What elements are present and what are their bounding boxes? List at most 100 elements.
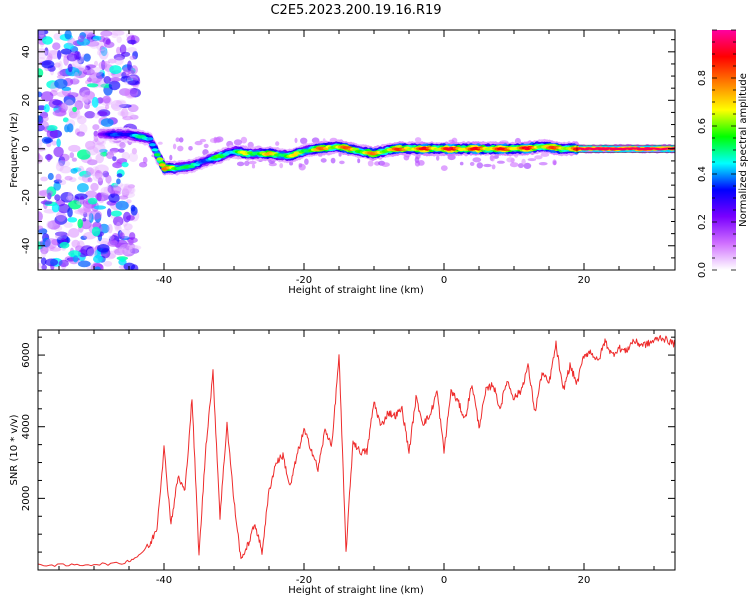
noise-blob: [96, 192, 102, 202]
noise-blob: [55, 211, 67, 222]
noise-blob: [86, 248, 98, 257]
y-tick-label: -20: [21, 189, 32, 205]
noise-blob: [116, 221, 121, 231]
noise-blob: [93, 205, 107, 210]
noise-blob: [93, 131, 99, 143]
noise-blob: [94, 212, 102, 223]
noise-blob: [54, 194, 61, 201]
noise-blob: [38, 115, 44, 125]
noise-blob: [94, 60, 98, 67]
y-tick-label: 6000: [21, 342, 32, 367]
noise-blob: [100, 46, 108, 57]
noise-blob: [77, 260, 91, 268]
noise-blob: [49, 247, 62, 252]
noise-blob: [94, 266, 101, 270]
noise-blob: [109, 147, 120, 153]
noise-blob: [87, 159, 98, 166]
noise-blob: [46, 125, 58, 131]
colorbar: 0.0 0.2 0.4 0.6 0.8 Normalized spectral ampl…: [697, 29, 749, 278]
noise-blob: [66, 53, 78, 62]
noise-blob: [42, 237, 51, 248]
noise-blob: [119, 44, 127, 55]
halo-blob: [233, 139, 242, 146]
noise-blob: [73, 71, 79, 81]
noise-blob: [100, 151, 108, 157]
colorbar-label: Normalized spectral amplitude: [738, 73, 749, 227]
noise-blob: [38, 152, 41, 161]
halo-blob: [279, 163, 284, 169]
noise-blob: [52, 110, 67, 117]
noise-blob: [121, 161, 129, 168]
halo-blob: [490, 155, 495, 162]
noise-blob: [129, 55, 136, 61]
halo-blob: [175, 137, 180, 142]
noise-blob: [38, 211, 43, 222]
noise-blob: [58, 60, 63, 71]
halo-blob: [506, 157, 515, 163]
noise-blob: [116, 99, 126, 105]
noise-blob: [95, 153, 104, 164]
noise-blob: [57, 203, 71, 214]
noise-blob: [129, 248, 140, 254]
noise-blob: [110, 103, 120, 110]
x-tick-label: -20: [296, 275, 312, 286]
noise-blob: [67, 207, 73, 218]
noise-blob: [87, 177, 93, 183]
noise-blob: [118, 244, 133, 255]
noise-blob: [80, 245, 94, 256]
noise-blob: [77, 115, 87, 125]
noise-blob: [114, 57, 124, 65]
noise-blob: [77, 218, 83, 229]
noise-blob: [112, 156, 117, 162]
noise-cloud: [38, 30, 557, 270]
noise-blob: [129, 232, 136, 240]
noise-blob: [84, 111, 96, 119]
snr-y-axis: 2000 4000 6000: [21, 336, 675, 571]
noise-blob: [113, 248, 127, 254]
noise-blob: [102, 95, 111, 104]
y-tick-label: -40: [21, 238, 32, 254]
noise-blob: [127, 80, 140, 86]
noise-blob: [126, 47, 137, 53]
y-tick-label: 40: [21, 45, 32, 58]
noise-blob: [38, 47, 45, 53]
noise-blob: [69, 108, 81, 119]
ridge-band: [97, 126, 675, 176]
noise-blob: [119, 257, 126, 263]
halo-blob: [169, 154, 173, 161]
noise-blob: [77, 207, 91, 214]
noise-blob: [42, 115, 49, 122]
noise-blob: [85, 190, 98, 198]
halo-blob: [157, 141, 163, 145]
spectrogram-y-axis: -40 -20 0 20 40: [21, 39, 675, 271]
snr-y-label: SNR (10 * v/v): [9, 414, 20, 485]
noise-blob: [67, 92, 79, 98]
snr-frame: [37, 329, 676, 571]
halo-blob: [300, 137, 308, 144]
noise-blob: [85, 140, 96, 150]
spectrogram-y-label: Frequency (Hz): [9, 112, 20, 188]
noise-blob: [82, 95, 94, 104]
noise-blob: [84, 30, 94, 36]
noise-blob: [60, 48, 72, 55]
noise-blob: [84, 98, 91, 105]
noise-blob: [55, 162, 64, 172]
y-tick-label: 0: [21, 146, 32, 152]
noise-blob: [72, 106, 77, 113]
halo-blob: [534, 155, 543, 160]
colorbar-tick-label: 0.4: [697, 166, 708, 182]
noise-blob: [122, 187, 127, 198]
noise-blob: [100, 30, 113, 37]
noise-blob: [128, 152, 138, 163]
noise-blob: [115, 159, 122, 166]
noise-blob: [87, 77, 92, 82]
halo-blob: [320, 158, 327, 163]
noise-blob: [91, 96, 99, 108]
noise-blob: [116, 36, 122, 44]
x-tick-label: 20: [578, 275, 591, 286]
figure-title: C2E5.2023.200.19.16.R19: [270, 3, 441, 18]
noise-blob: [74, 100, 84, 110]
noise-blob: [68, 110, 78, 119]
halo-blob: [417, 160, 425, 166]
noise-blob: [122, 191, 135, 198]
